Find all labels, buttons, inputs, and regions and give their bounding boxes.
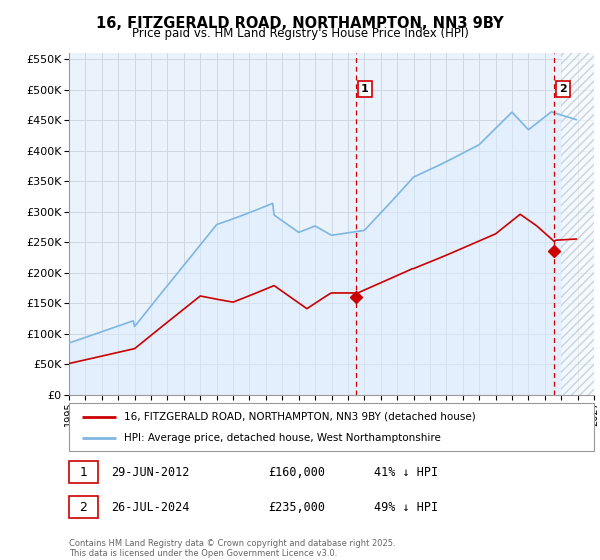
Text: 16, FITZGERALD ROAD, NORTHAMPTON, NN3 9BY: 16, FITZGERALD ROAD, NORTHAMPTON, NN3 9B… xyxy=(96,16,504,31)
Text: 1: 1 xyxy=(361,84,369,94)
Text: 49% ↓ HPI: 49% ↓ HPI xyxy=(373,501,437,514)
Text: 26-JUL-2024: 26-JUL-2024 xyxy=(111,501,190,514)
Text: 1: 1 xyxy=(79,466,88,479)
Text: 2: 2 xyxy=(79,501,88,514)
FancyBboxPatch shape xyxy=(69,496,98,519)
Text: Price paid vs. HM Land Registry's House Price Index (HPI): Price paid vs. HM Land Registry's House … xyxy=(131,27,469,40)
Text: 16, FITZGERALD ROAD, NORTHAMPTON, NN3 9BY (detached house): 16, FITZGERALD ROAD, NORTHAMPTON, NN3 9B… xyxy=(124,412,476,422)
Text: HPI: Average price, detached house, West Northamptonshire: HPI: Average price, detached house, West… xyxy=(124,433,441,444)
Text: £235,000: £235,000 xyxy=(269,501,325,514)
Text: 2: 2 xyxy=(559,84,567,94)
Text: 41% ↓ HPI: 41% ↓ HPI xyxy=(373,466,437,479)
Text: 29-JUN-2012: 29-JUN-2012 xyxy=(111,466,190,479)
Text: Contains HM Land Registry data © Crown copyright and database right 2025.
This d: Contains HM Land Registry data © Crown c… xyxy=(69,539,395,558)
Text: £160,000: £160,000 xyxy=(269,466,325,479)
FancyBboxPatch shape xyxy=(69,461,98,483)
FancyBboxPatch shape xyxy=(69,403,594,451)
